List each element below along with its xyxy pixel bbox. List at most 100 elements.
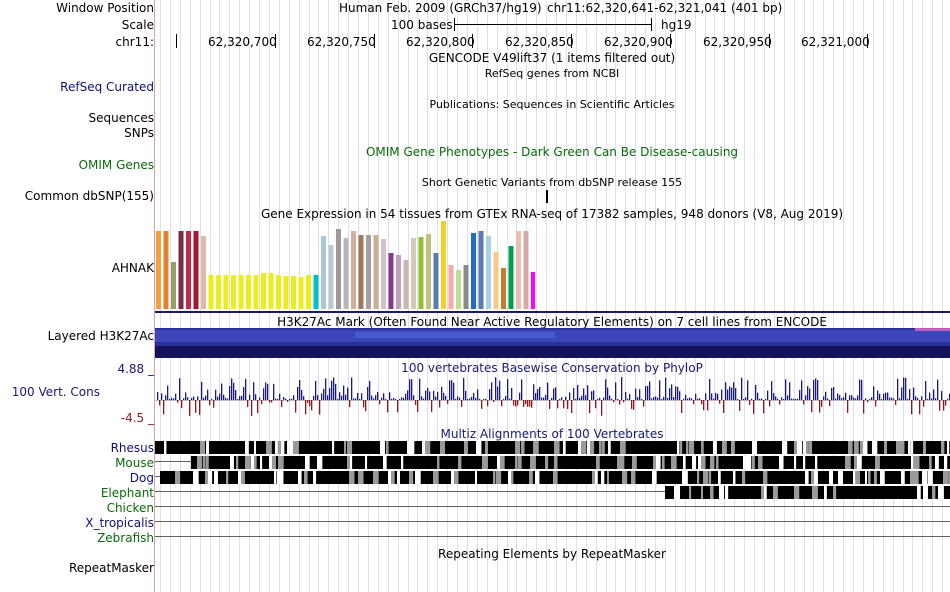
phylop-neg-bar [919,400,921,415]
phylop-pos-bar [575,398,577,400]
track-title-omim[interactable]: OMIM Gene Phenotypes - Dark Green Can Be… [365,145,739,159]
label-species-xtropicalis[interactable]: X_tropicalis [85,516,154,530]
gridline [476,0,478,592]
phylop-pos-bar [825,391,827,400]
label-chrom: chr11: [115,35,154,49]
multiz-mismatch [812,486,818,499]
phylop-signal[interactable] [155,374,950,426]
gridline [288,0,290,592]
gtex-bar [411,238,416,309]
phylop-pos-bar [187,397,189,400]
label-species-mouse[interactable]: Mouse [115,456,154,470]
multiz-mismatch [815,456,818,469]
gtex-bar [366,235,371,309]
phylop-neg-bar [295,400,297,413]
phylop-pos-bar [657,397,659,400]
label-cons[interactable]: 100 Vert. Cons [11,385,100,399]
gridline [912,0,914,592]
snp-feature[interactable] [546,190,548,203]
multiz-mismatch [671,456,677,469]
gtex-bar-chart[interactable] [155,221,535,310]
label-species-zebrafish[interactable]: Zebrafish [97,531,154,545]
track-title-phylop[interactable]: 100 vertebrates Basewise Conservation by… [401,361,703,375]
phylop-pos-bar [669,388,671,400]
phylop-pos-bar [837,393,839,400]
label-snps[interactable]: SNPs [124,126,154,140]
track-title-multiz[interactable]: Multiz Alignments of 100 Vertebrates [440,427,664,441]
label-sequences[interactable]: Sequences [88,111,154,125]
phylop-pos-bar [283,397,285,400]
phylop-pos-bar [653,397,655,400]
label-dbsnp[interactable]: Common dbSNP(155) [24,189,154,203]
h3k27ac-signal[interactable] [155,328,950,358]
multiz-mismatch [943,471,949,484]
phylop-pos-bar [881,398,883,400]
phylop-pos-bar [157,392,159,400]
phylop-neg-bar [261,400,263,405]
phylop-pos-bar [521,379,523,400]
label-species-chicken[interactable]: Chicken [106,501,154,515]
multiz-mismatch [719,486,725,499]
track-title-dbsnp[interactable]: Short Genetic Variants from dbSNP releas… [421,176,683,189]
phylop-pos-bar [565,396,567,400]
phylop-pos-bar [433,390,435,400]
phylop-neg-bar [387,400,389,413]
track-title-gencode[interactable]: GENCODE V49lift37 (1 items filtered out) [428,51,676,65]
multiz-mismatch [601,471,605,484]
multiz-mismatch [701,456,706,469]
multiz-mismatch [710,486,714,499]
gtex-bar [516,231,521,309]
phylop-pos-bar [795,398,797,400]
phylop-pos-bar [709,378,711,400]
multiz-mismatch [733,471,736,484]
phylop-pos-bar [771,381,773,400]
label-refseq[interactable]: RefSeq Curated [60,80,154,94]
phylop-pos-bar [423,398,425,400]
multiz-line [155,491,950,492]
multiz-mismatch [260,456,263,469]
phylop-pos-bar [219,393,221,400]
phylop-pos-bar [935,398,937,400]
phylop-pos-bar [495,377,497,400]
phylop-pos-bar [817,379,819,400]
label-species-dog[interactable]: Dog [129,471,154,485]
phylop-pos-bar [239,396,241,400]
multiz-mismatch [496,471,502,484]
label-ahnak[interactable]: AHNAK [111,261,154,275]
phylop-pos-bar [831,387,833,400]
track-title-h3k27ac[interactable]: H3K27Ac Mark (Often Found Near Active Re… [277,315,827,329]
track-title-gtex[interactable]: Gene Expression in 54 tissues from GTEx … [260,207,844,221]
phylop-pos-bar [789,382,791,400]
multiz-mismatch [677,441,680,454]
label-omim[interactable]: OMIM Genes [78,158,154,172]
multiz-mismatch [848,441,853,454]
phylop-pos-bar [871,397,873,400]
multiz-mismatch [899,441,905,454]
multiz-mismatch [773,486,778,499]
phylop-neg-bar [379,400,381,405]
label-species-rhesus[interactable]: Rhesus [110,441,154,455]
label-species-elephant[interactable]: Elephant [100,486,154,500]
label-repeatmasker[interactable]: RepeatMasker [68,561,154,575]
track-labels: Window Position Scale chr11: RefSeq Cura… [0,0,154,592]
track-title-refseq[interactable]: RefSeq genes from NCBI [484,67,620,80]
phylop-pos-bar [325,378,327,400]
phylop-pos-bar [203,397,205,400]
phylop-neg-bar [417,400,419,413]
phylop-neg-bar [923,400,925,407]
phylop-neg-bar [271,400,273,403]
phylop-pos-bar [445,395,447,400]
track-title-repeatmasker[interactable]: Repeating Elements by RepeatMasker [438,547,666,561]
multiz-mismatch [857,456,862,469]
label-h3k27ac[interactable]: Layered H3K27Ac [47,329,154,343]
phylop-neg-bar [525,400,527,405]
phylop-neg-bar [829,400,831,407]
multiz-mismatch [515,441,521,454]
track-title-publications[interactable]: Publications: Sequences in Scientific Ar… [429,98,675,111]
gridline [734,0,736,592]
gridline [754,0,755,592]
phylop-pos-bar [697,398,699,400]
multiz-mismatch [806,441,809,454]
multiz-alignments[interactable] [155,440,950,545]
phylop-neg-bar [619,400,621,405]
